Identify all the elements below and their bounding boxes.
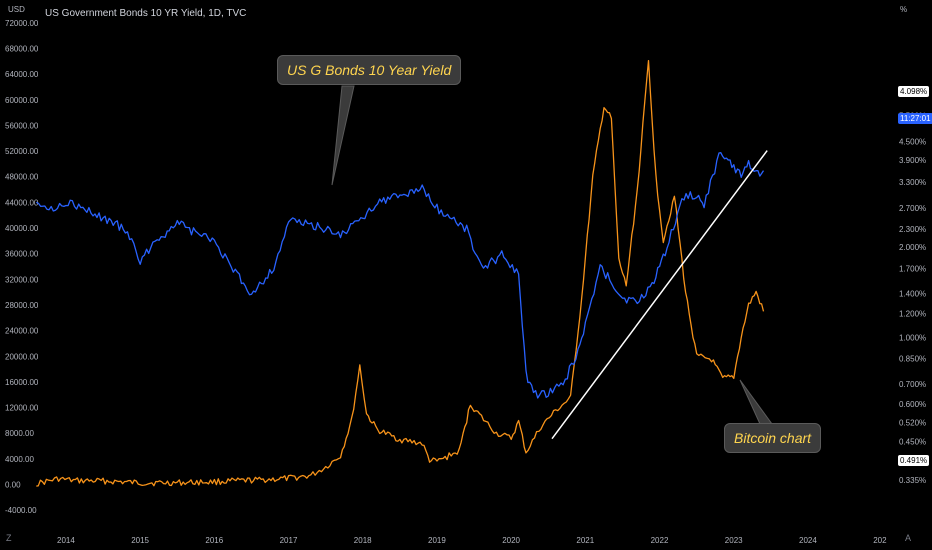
right-axis-tick-label: 2.000% <box>899 243 926 252</box>
right-axis-tick-label: 0.335% <box>899 476 926 485</box>
right-axis-tick-label: 0.450% <box>899 438 926 447</box>
left-axis-tick-label: 64000.00 <box>5 70 39 79</box>
right-axis-tick-label: 3.300% <box>899 178 926 187</box>
right-axis-tick-label: 1.700% <box>899 264 926 273</box>
x-axis-tick-label: 2023 <box>725 536 743 545</box>
left-axis-tick-label: 24000.00 <box>5 327 39 336</box>
left-axis-tick-label: 28000.00 <box>5 301 39 310</box>
right-axis-unit: % <box>900 5 908 14</box>
left-axis-tick-label: 12000.00 <box>5 404 39 413</box>
left-axis-tick-label: 60000.00 <box>5 96 39 105</box>
left-axis-tick-label: 36000.00 <box>5 250 39 259</box>
left-axis-unit: USD <box>8 5 25 14</box>
right-axis-tick-label: 0.600% <box>899 400 926 409</box>
time-price-tag: 11:27:01 <box>898 113 932 124</box>
yield-price-tag: 4.098% <box>898 86 930 97</box>
trend-line <box>551 150 768 440</box>
right-axis-tick-label: 0.850% <box>899 355 926 364</box>
right-axis-tick-label: 4.500% <box>899 138 926 147</box>
left-axis-tick-label: 48000.00 <box>5 173 39 182</box>
left-axis-tick-label: -4000.00 <box>5 506 37 515</box>
us10y-yield-line <box>36 152 765 399</box>
left-axis-tick-label: 40000.00 <box>5 224 39 233</box>
left-axis-tick-label: 20000.00 <box>5 352 39 361</box>
x-axis-tick-label: 202 <box>873 536 887 545</box>
bond-callout-pointer <box>331 85 355 186</box>
x-axis-tick-label: 2021 <box>576 536 594 545</box>
bond-yield-callout: US G Bonds 10 Year Yield <box>277 55 462 85</box>
x-axis-tick-label: 2017 <box>280 536 298 545</box>
x-axis-tick-label: 2022 <box>651 536 669 545</box>
left-axis-tick-label: 0.00 <box>5 481 21 490</box>
x-axis-tick-label: 2020 <box>502 536 520 545</box>
left-axis-tick-label: 32000.00 <box>5 275 39 284</box>
right-axis-tick-label: 2.300% <box>899 225 926 234</box>
left-axis-tick-label: 52000.00 <box>5 147 39 156</box>
right-axis-tick-label: 1.200% <box>899 310 926 319</box>
timezone-toggle-icon[interactable]: Z <box>6 533 12 543</box>
x-axis-tick-label: 2016 <box>205 536 223 545</box>
right-axis-tick-label: 1.400% <box>899 290 926 299</box>
yield-low-tag: 0.491% <box>898 455 930 466</box>
x-axis-tick-label: 2019 <box>428 536 446 545</box>
chart-title: US Government Bonds 10 YR Yield, 1D, TVC <box>45 8 247 19</box>
right-axis-tick-label: 2.700% <box>899 204 926 213</box>
right-axis-tick-label: 3.900% <box>899 156 926 165</box>
auto-scale-toggle-icon[interactable]: A <box>905 533 912 543</box>
bitcoin-callout: Bitcoin chart <box>724 423 822 453</box>
right-axis-tick-label: 0.700% <box>899 380 926 389</box>
left-axis-tick-label: 8000.00 <box>5 429 34 438</box>
right-axis-tick-label: 1.000% <box>899 334 926 343</box>
left-axis-tick-label: 72000.00 <box>5 19 39 28</box>
bitcoin-price-line <box>36 59 765 487</box>
bitcoin-callout-pointer <box>739 379 773 425</box>
x-axis-tick-label: 2024 <box>799 536 817 545</box>
left-axis-tick-label: 4000.00 <box>5 455 34 464</box>
left-axis-tick-label: 16000.00 <box>5 378 39 387</box>
x-axis-tick-label: 2014 <box>57 536 75 545</box>
right-axis-tick-label: 0.520% <box>899 419 926 428</box>
left-axis-tick-label: 56000.00 <box>5 121 39 130</box>
x-axis-tick-label: 2015 <box>131 536 149 545</box>
x-axis-tick-label: 2018 <box>354 536 372 545</box>
left-axis-tick-label: 44000.00 <box>5 198 39 207</box>
left-axis-tick-label: 68000.00 <box>5 44 39 53</box>
